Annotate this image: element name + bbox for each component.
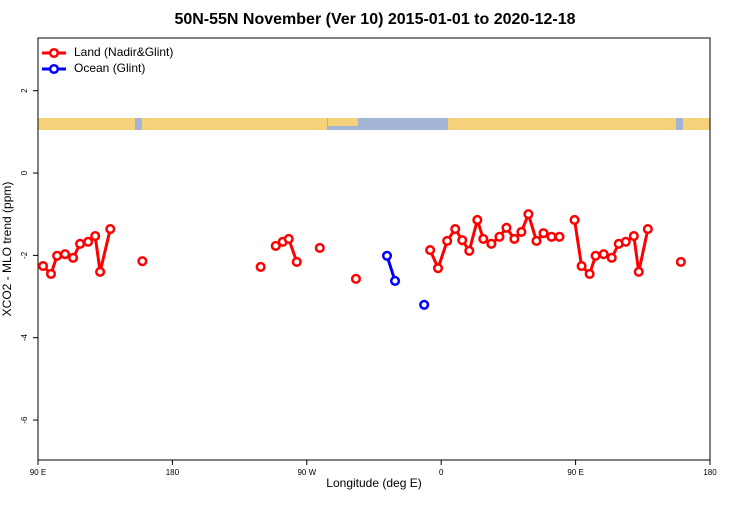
x-tick-label: 90 E: [30, 468, 46, 477]
data-point: [314, 242, 325, 254]
data-point: [516, 226, 527, 237]
y-tick-label: 2: [20, 88, 29, 93]
y-tick-label: -6: [20, 416, 29, 424]
x-tick-label: 180: [703, 468, 717, 477]
legend-label: Land (Nadir&Glint): [74, 45, 173, 59]
legend-marker: [48, 63, 60, 75]
data-point: [464, 245, 475, 256]
data-point: [75, 238, 86, 249]
data-point: [457, 235, 468, 246]
data-point: [509, 233, 520, 244]
data-point: [350, 273, 361, 284]
data-point: [598, 249, 609, 260]
data-point: [531, 235, 542, 247]
data-point: [270, 240, 281, 251]
data-point: [52, 250, 63, 261]
data-point: [68, 252, 79, 263]
data-point: [450, 223, 461, 235]
x-tick-label: 0: [439, 468, 444, 477]
data-point: [675, 256, 686, 268]
data-point: [546, 231, 557, 242]
y-axis-label: XCO2 - MLO trend (ppm): [0, 182, 14, 317]
data-point: [255, 261, 266, 272]
data-point: [501, 222, 512, 233]
data-point: [90, 230, 101, 242]
y-tick-label: -2: [20, 251, 29, 259]
x-tick-label: 90 W: [297, 468, 316, 477]
data-point: [478, 233, 489, 244]
x-tick-label: 90 E: [567, 468, 583, 477]
y-tick-label: 0: [20, 170, 29, 175]
data-point: [283, 233, 294, 244]
data-point: [606, 252, 617, 263]
data-point: [523, 209, 534, 220]
data-point: [494, 231, 505, 242]
data-point: [628, 230, 639, 242]
data-point: [472, 214, 483, 226]
data-point: [620, 236, 631, 247]
data-point: [381, 250, 393, 261]
data-point: [59, 249, 71, 260]
data-point: [390, 275, 401, 286]
data-point: [291, 256, 302, 268]
data-point: [419, 299, 430, 310]
plot-frame: [37, 37, 711, 461]
data-point: [554, 231, 565, 242]
data-point: [642, 223, 653, 235]
map-strip: [38, 118, 710, 130]
data-point: [137, 256, 148, 267]
data-point: [590, 250, 601, 261]
x-axis-label: Longitude (deg E): [326, 476, 421, 490]
data-point: [425, 244, 436, 256]
data-point: [569, 214, 580, 226]
data-point: [486, 238, 497, 249]
chart-title: 50N-55N November (Ver 10) 2015-01-01 to …: [174, 11, 575, 28]
data-point: [633, 266, 644, 277]
data-point: [105, 223, 116, 235]
data-point: [442, 235, 453, 247]
data-point: [576, 261, 587, 272]
data-point: [95, 266, 106, 277]
data-point: [83, 236, 94, 247]
data-point: [584, 268, 595, 279]
legend-marker: [48, 47, 60, 59]
y-tick-label: -4: [20, 334, 29, 342]
x-tick-label: 180: [166, 468, 180, 477]
data-point: [538, 228, 549, 239]
data-point: [433, 263, 444, 274]
legend-label: Ocean (Glint): [74, 61, 145, 75]
data-point: [45, 268, 57, 279]
data-point: [38, 261, 49, 272]
